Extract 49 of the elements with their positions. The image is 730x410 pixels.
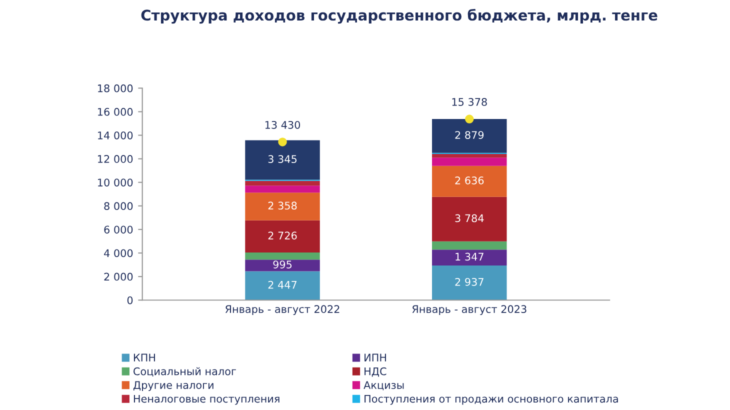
y-tick-label: 14 000: [98, 131, 133, 140]
y-tick-label: 0: [127, 296, 133, 304]
data-label: 3 345: [268, 155, 297, 164]
data-label: 2 937: [455, 278, 484, 286]
bar: [245, 260, 320, 272]
bar: [432, 154, 507, 158]
bar: [245, 180, 320, 186]
legend-label: Акцизы: [364, 381, 404, 390]
bar: [432, 250, 507, 266]
data-label: 1 347: [456, 252, 484, 261]
bar: [432, 266, 507, 300]
legend-label: Социальный налог: [134, 367, 236, 377]
data-label: 2 879: [455, 131, 484, 139]
data-label: 2 358: [268, 202, 297, 210]
bar: [245, 271, 320, 300]
data-label: 2 726: [268, 232, 297, 240]
data-label: 3 784: [455, 214, 484, 222]
y-tick-label: 18 000: [98, 84, 133, 92]
x-tick-label: Январь - август 2023: [412, 305, 526, 316]
legend-label: Поступления от продажи основного капитала: [364, 394, 618, 405]
y-tick-label: 10 000: [98, 178, 133, 186]
bar: [245, 252, 320, 260]
y-tick-label: 6 000: [104, 226, 133, 234]
legend-label: Другие налоги: [133, 381, 214, 391]
bar: [432, 158, 507, 166]
bar: [245, 186, 320, 193]
bar: [432, 241, 507, 250]
data-label: 15 378: [452, 98, 487, 106]
chart-title: Структура доходов государственного бюджета, млрд. тенге: [141, 8, 658, 24]
data-label: 995: [273, 260, 292, 268]
bar: [432, 196, 507, 242]
bar: [432, 166, 507, 197]
x-tick-label: Январь - август 2022: [225, 305, 340, 316]
data-label: 2 636: [455, 176, 484, 184]
y-tick-label: 8 000: [104, 202, 133, 210]
bar: [432, 118, 507, 153]
y-tick-label: 2 000: [104, 272, 133, 281]
data-label: 2 447: [268, 280, 297, 289]
y-tick-label: 12 000: [98, 155, 133, 163]
legend-label: ИПН: [364, 354, 386, 362]
legend-label: Неналоговые поступления: [134, 394, 280, 405]
bar: [245, 140, 320, 180]
y-tick-label: 16 000: [98, 108, 133, 116]
data-label: 13 430: [265, 120, 300, 129]
bar: [245, 220, 320, 253]
bar: [245, 192, 320, 220]
y-tick-label: 4 000: [104, 249, 133, 258]
legend-label: КПН: [134, 354, 155, 362]
legend-label: НДС: [364, 367, 386, 377]
